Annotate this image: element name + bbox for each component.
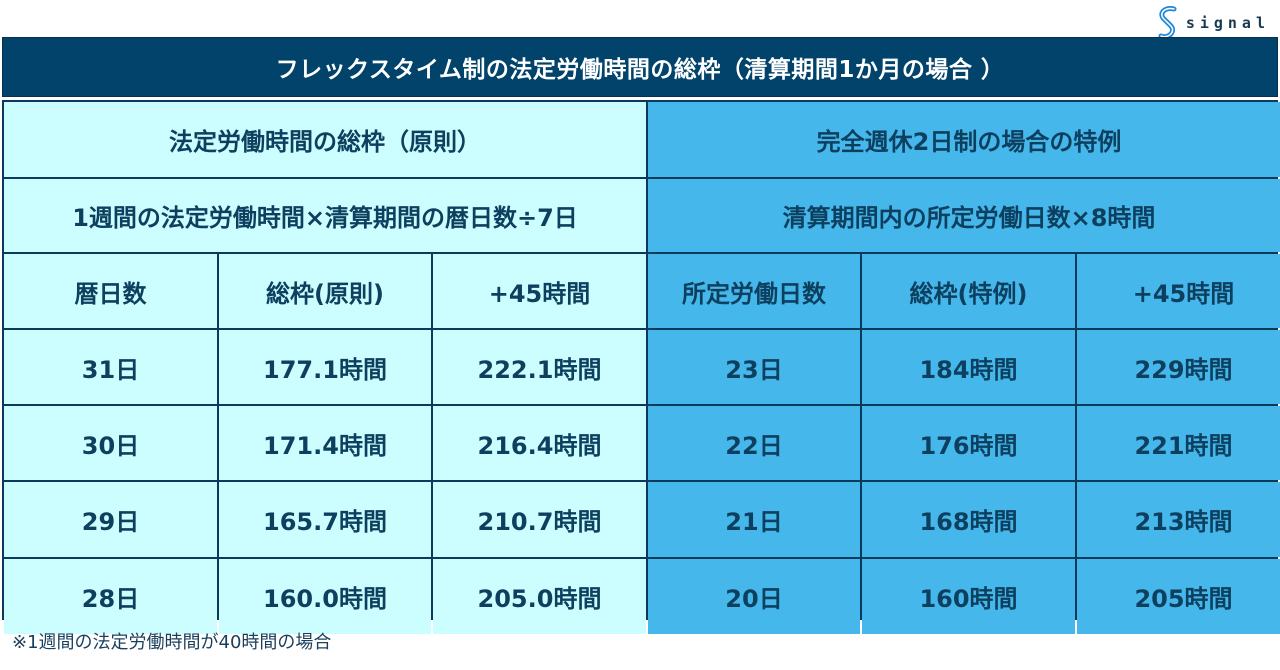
table-cell: 213時間	[1077, 482, 1280, 557]
table-cell: 168時間	[862, 482, 1075, 557]
footnote: ※1週間の法定労働時間が40時間の場合	[12, 632, 332, 653]
table-cell: 22日	[648, 406, 860, 480]
signal-s-icon	[1158, 6, 1177, 40]
title-bar: フレックスタイム制の法定労働時間の総枠（清算期間1か月の場合 ）	[2, 37, 1278, 97]
left-formula: 1週間の法定労働時間×清算期間の暦日数÷7日	[4, 179, 646, 252]
table-cell: 222.1時間	[433, 330, 646, 404]
column-header: 暦日数	[4, 254, 217, 328]
table-cell: 216.4時間	[433, 406, 646, 480]
column-header: +45時間	[433, 254, 646, 328]
logo-text: signal	[1185, 14, 1270, 32]
table-cell: 229時間	[1077, 330, 1280, 404]
table-cell: 205時間	[1077, 559, 1280, 634]
table-cell: 221時間	[1077, 406, 1280, 480]
table-cell: 21日	[648, 482, 860, 557]
column-header: +45時間	[1077, 254, 1280, 328]
table-cell: 184時間	[862, 330, 1075, 404]
table-cell: 165.7時間	[219, 482, 431, 557]
table-cell: 29日	[4, 482, 217, 557]
table-cell: 160時間	[862, 559, 1075, 634]
page-title: フレックスタイム制の法定労働時間の総枠（清算期間1か月の場合 ）	[275, 57, 1005, 83]
table-cell: 30日	[4, 406, 217, 480]
table-cell: 205.0時間	[433, 559, 646, 634]
table-cell: 210.7時間	[433, 482, 646, 557]
column-header: 総枠(原則)	[219, 254, 431, 328]
column-header: 所定労働日数	[648, 254, 860, 328]
left-section-heading: 法定労働時間の総枠（原則）	[4, 102, 646, 177]
table-cell: 28日	[4, 559, 217, 634]
column-header: 総枠(特例)	[862, 254, 1075, 328]
table-cell: 23日	[648, 330, 860, 404]
signal-logo: signal	[1156, 6, 1270, 40]
table-cell: 160.0時間	[219, 559, 431, 634]
right-formula: 清算期間内の所定労働日数×8時間	[648, 179, 1280, 252]
table-cell: 176時間	[862, 406, 1075, 480]
table-cell: 171.4時間	[219, 406, 431, 480]
table-cell: 20日	[648, 559, 860, 634]
hours-table: 法定労働時間の総枠（原則） 完全週休2日制の場合の特例 1週間の法定労働時間×清…	[2, 100, 1280, 634]
right-section-heading: 完全週休2日制の場合の特例	[648, 102, 1280, 177]
table-cell: 177.1時間	[219, 330, 431, 404]
table-cell: 31日	[4, 330, 217, 404]
